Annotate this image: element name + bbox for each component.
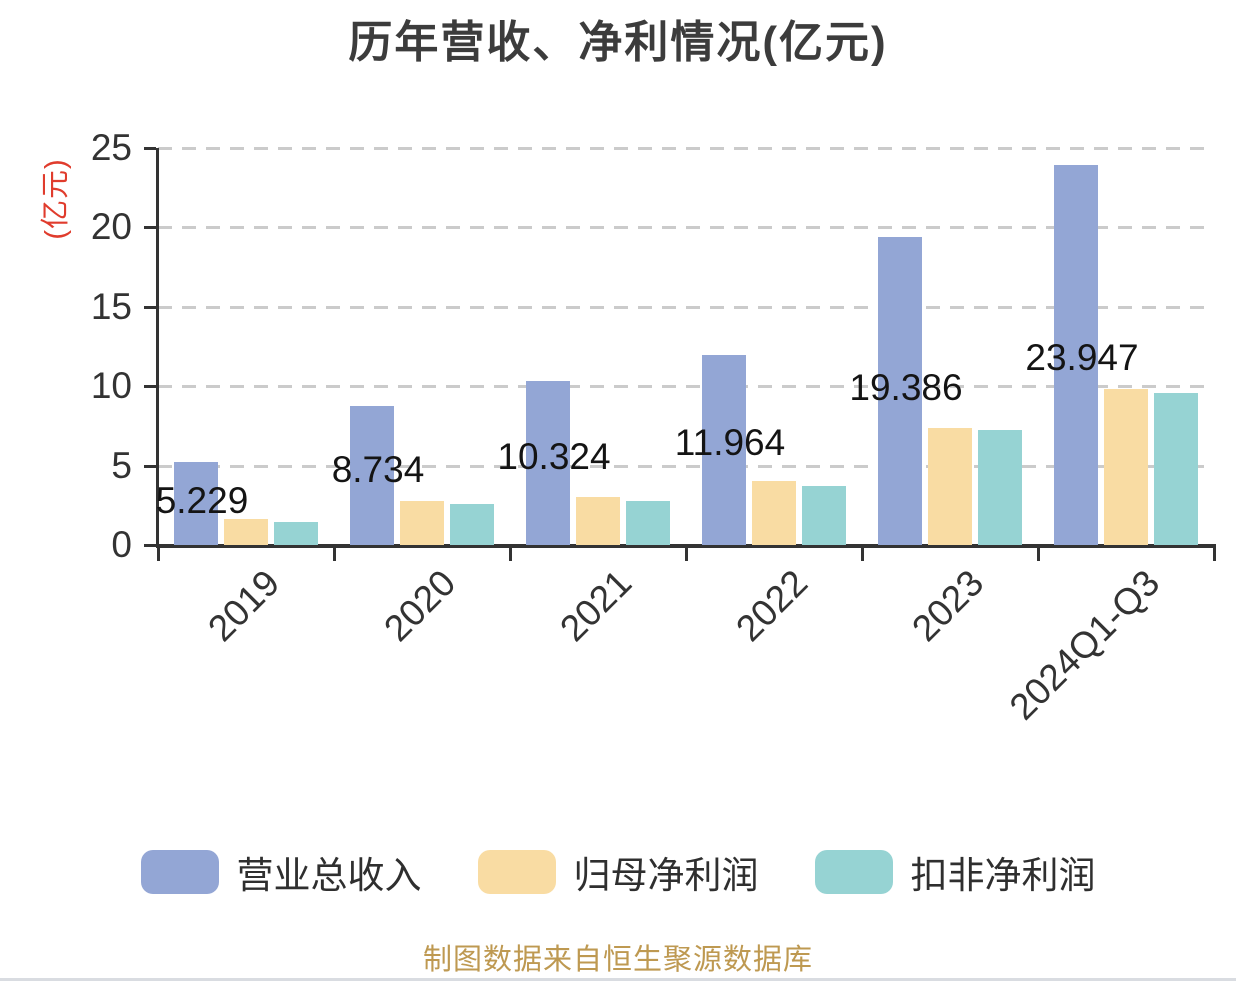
- chart-title: 历年营收、净利情况(亿元): [348, 18, 888, 67]
- bar-total-revenue-2019: [174, 461, 218, 545]
- legend-swatch-net-profit: [477, 850, 556, 894]
- gridline-y-25: [158, 147, 1214, 150]
- y-tick-label-25: 25: [90, 127, 132, 168]
- x-tick-0: [157, 548, 160, 561]
- x-axis-line: [156, 544, 1216, 548]
- y-tick-5: [144, 464, 156, 468]
- bar-deducted-net-profit-2021: [626, 501, 670, 545]
- y-axis-line: [156, 148, 159, 548]
- bar-value-label-2019: 5.229: [155, 479, 249, 521]
- bar-total-revenue-2020: [350, 406, 394, 545]
- bar-deducted-net-profit-2020: [450, 503, 494, 545]
- x-tick-5: [1037, 548, 1040, 561]
- bar-net-profit-2020: [400, 500, 444, 545]
- bar-total-revenue-2023: [878, 237, 922, 545]
- bar-net-profit-2021: [576, 496, 620, 545]
- bar-value-label-2021: 10.324: [497, 436, 611, 478]
- x-tick-4: [861, 548, 864, 561]
- y-tick-10: [144, 385, 156, 389]
- legend-label-deducted-net-profit: 扣非净利润: [910, 855, 1096, 896]
- x-tick-2: [509, 548, 512, 561]
- bar-value-label-2023: 19.386: [849, 367, 963, 409]
- bar-deducted-net-profit-2023: [978, 429, 1022, 545]
- x-tick-3: [685, 548, 688, 561]
- gridline-y-20: [158, 226, 1214, 230]
- x-tick-1: [333, 548, 336, 561]
- x-axis-category-label-2022: 2022: [727, 562, 815, 650]
- gridline-y-5: [158, 464, 1214, 468]
- legend-swatch-deducted-net-profit: [814, 850, 893, 894]
- bar-net-profit-2019: [224, 518, 268, 545]
- y-tick-label-5: 5: [111, 444, 132, 486]
- legend: 营业总收入 归母净利润 扣非净利润: [0, 845, 1236, 899]
- legend-item-net-profit[interactable]: 归母净利润: [477, 845, 759, 899]
- y-tick-label-20: 20: [90, 206, 132, 248]
- x-axis-category-label-2023: 2023: [903, 562, 991, 650]
- bar-total-revenue-2024Q1-Q3: [1054, 164, 1098, 545]
- bar-value-label-2020: 8.734: [331, 449, 425, 491]
- footer-source-note: 制图数据来自恒生聚源数据库: [422, 944, 813, 976]
- bar-net-profit-2024Q1-Q3: [1104, 388, 1148, 545]
- bar-net-profit-2023: [928, 428, 972, 545]
- y-tick-15: [144, 305, 156, 309]
- bottom-divider: [0, 978, 1236, 981]
- x-axis-category-label-2024Q1-Q3: 2024Q1-Q3: [1001, 562, 1167, 728]
- legend-item-deducted-net-profit[interactable]: 扣非净利润: [814, 845, 1096, 899]
- x-axis-category-label-2019: 2019: [199, 562, 287, 650]
- y-tick-label-10: 10: [90, 365, 132, 407]
- y-tick-25: [144, 147, 156, 150]
- x-axis-category-label-2020: 2020: [375, 562, 463, 650]
- bar-value-label-2024Q1-Q3: 23.947: [1025, 336, 1139, 378]
- bar-deducted-net-profit-2024Q1-Q3: [1154, 393, 1198, 545]
- legend-label-total-revenue: 营业总收入: [236, 855, 422, 896]
- y-tick-0: [144, 544, 156, 547]
- y-tick-20: [144, 226, 156, 230]
- legend-label-net-profit: 归母净利润: [573, 855, 759, 896]
- bar-deducted-net-profit-2022: [802, 486, 846, 545]
- legend-swatch-total-revenue: [140, 850, 219, 894]
- x-tick-6: [1213, 548, 1216, 561]
- bar-net-profit-2022: [752, 481, 796, 545]
- gridline-y-15: [158, 305, 1214, 309]
- y-tick-label-15: 15: [90, 285, 132, 327]
- bar-deducted-net-profit-2019: [274, 521, 318, 545]
- bar-total-revenue-2021: [526, 381, 570, 545]
- legend-item-total-revenue[interactable]: 营业总收入: [140, 845, 422, 899]
- y-tick-label-0: 0: [111, 524, 132, 565]
- bar-value-label-2022: 11.964: [674, 422, 786, 463]
- gridline-y-10: [158, 385, 1214, 389]
- bar-total-revenue-2022: [702, 355, 746, 545]
- x-axis-category-label-2021: 2021: [551, 562, 639, 650]
